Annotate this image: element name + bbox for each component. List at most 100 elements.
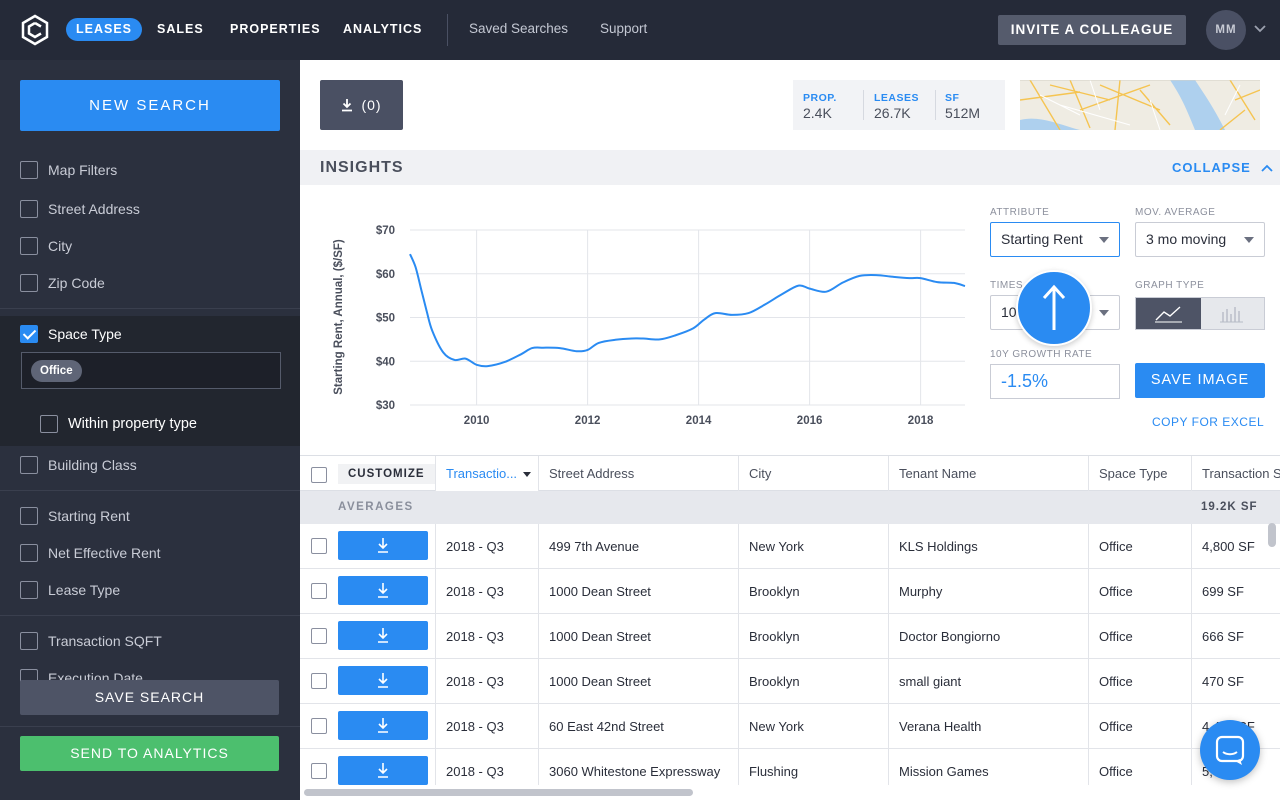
table-row[interactable]: 2018 - Q3 499 7th Avenue New York KLS Holdi… xyxy=(300,524,1280,569)
cell-quarter: 2018 - Q3 xyxy=(435,614,539,659)
stat-value: 26.7K xyxy=(874,105,911,121)
copy-for-excel-link[interactable]: COPY FOR EXCEL xyxy=(1152,415,1265,429)
filter-label: Within property type xyxy=(68,416,197,432)
graph-type-toggle xyxy=(1135,297,1265,330)
customize-columns-button[interactable]: CUSTOMIZE xyxy=(338,464,435,484)
vertical-scrollbar[interactable] xyxy=(1268,523,1276,547)
checkbox[interactable] xyxy=(20,507,38,525)
checkbox[interactable] xyxy=(20,581,38,599)
nav-tab-sales[interactable]: SALES xyxy=(157,22,204,36)
column-header-transaction-quarter[interactable]: Transactio... xyxy=(435,456,539,491)
row-download-button[interactable] xyxy=(338,666,428,695)
cell-transaction-sqft: 5, xyxy=(1191,749,1280,785)
nav-tab-leases[interactable]: LEASES xyxy=(66,18,143,41)
horizontal-scrollbar[interactable] xyxy=(300,785,1280,800)
table-row[interactable]: 2018 - Q3 1000 Dean Street Brooklyn Doctor … xyxy=(300,614,1280,659)
nav-link-support[interactable]: Support xyxy=(600,21,648,36)
map-thumbnail xyxy=(1020,80,1260,130)
nav-tab-analytics[interactable]: ANALYTICS xyxy=(343,22,423,36)
filter-space-type[interactable]: Space Type xyxy=(20,324,122,344)
scroll-to-top-button[interactable] xyxy=(1016,270,1092,346)
filter-city[interactable]: City xyxy=(20,236,72,256)
download-icon xyxy=(342,99,353,112)
table-row[interactable]: 2018 - Q3 1000 Dean Street Brooklyn Murphy O… xyxy=(300,569,1280,614)
filter-starting-rent[interactable]: Starting Rent xyxy=(20,506,130,526)
download-icon xyxy=(378,628,388,643)
checkbox[interactable] xyxy=(20,237,38,255)
bar-chart-icon[interactable] xyxy=(1201,298,1265,329)
attribute-select[interactable]: Starting Rent xyxy=(990,222,1120,257)
x-tick-label: 2016 xyxy=(797,415,823,427)
download-button[interactable]: (0) xyxy=(320,80,403,130)
horizontal-scrollbar-thumb[interactable] xyxy=(304,789,693,796)
row-download-button[interactable] xyxy=(338,756,428,785)
checkbox[interactable] xyxy=(20,200,38,218)
stat-leases: LEASES 26.7K xyxy=(864,80,919,130)
row-download-button[interactable] xyxy=(338,531,428,560)
filter-within-property-type[interactable]: Within property type xyxy=(40,414,197,434)
row-checkbox[interactable] xyxy=(311,628,327,644)
checkbox[interactable] xyxy=(20,632,38,650)
line-chart-icon xyxy=(1155,306,1182,323)
tag-office[interactable]: Office xyxy=(31,360,82,382)
save-image-button[interactable]: SAVE IMAGE xyxy=(1135,363,1265,398)
checkbox[interactable] xyxy=(20,456,38,474)
column-header-space-type[interactable]: Space Type xyxy=(1088,456,1191,491)
cell-space-type: Office xyxy=(1088,614,1191,659)
row-checkbox[interactable] xyxy=(311,763,327,779)
checkbox[interactable] xyxy=(20,161,38,179)
filter-building-class[interactable]: Building Class xyxy=(20,455,137,475)
select-all-checkbox[interactable] xyxy=(311,467,327,483)
column-header-street-address[interactable]: Street Address xyxy=(538,456,738,491)
chat-icon xyxy=(1215,735,1245,765)
cell-city: New York xyxy=(738,524,888,569)
filter-sidebar: NEW SEARCH Map Filters Street Address Ci… xyxy=(0,60,300,800)
mov-average-value: 3 mo moving xyxy=(1146,231,1227,247)
row-download-button[interactable] xyxy=(338,711,428,740)
top-nav: LEASES SALES PROPERTIES ANALYTICS Saved … xyxy=(0,0,1280,60)
table-row[interactable]: 2018 - Q3 1000 Dean Street Brooklyn small g… xyxy=(300,659,1280,704)
filter-lease-type[interactable]: Lease Type xyxy=(20,580,120,600)
checkbox[interactable] xyxy=(20,274,38,292)
row-download-button[interactable] xyxy=(338,621,428,650)
invite-colleague-button[interactable]: INVITE A COLLEAGUE xyxy=(998,15,1186,45)
new-search-button[interactable]: NEW SEARCH xyxy=(20,80,280,131)
nav-link-saved-searches[interactable]: Saved Searches xyxy=(469,21,569,36)
send-to-analytics-button[interactable]: SEND TO ANALYTICS xyxy=(20,736,279,771)
chevron-up-icon xyxy=(1261,164,1274,172)
filter-transaction-sqft[interactable]: Transaction SQFT xyxy=(20,631,162,651)
filter-street-address[interactable]: Street Address xyxy=(20,199,140,219)
download-icon xyxy=(378,718,388,733)
compstak-logo[interactable] xyxy=(20,14,50,46)
row-checkbox[interactable] xyxy=(311,673,327,689)
stat-divider xyxy=(863,90,864,120)
checkbox[interactable] xyxy=(40,415,58,433)
graph-type-line-button[interactable] xyxy=(1136,298,1201,329)
filter-map-filters[interactable]: Map Filters xyxy=(20,160,117,180)
column-header-tenant-name[interactable]: Tenant Name xyxy=(888,456,1088,491)
row-download-button[interactable] xyxy=(338,576,428,605)
filter-label: Space Type xyxy=(48,326,122,342)
save-search-button[interactable]: SAVE SEARCH xyxy=(20,680,279,715)
filter-zip-code[interactable]: Zip Code xyxy=(20,273,105,293)
chat-support-button[interactable] xyxy=(1200,720,1260,780)
chevron-down-icon[interactable] xyxy=(1253,22,1267,36)
row-checkbox[interactable] xyxy=(311,718,327,734)
mini-map[interactable] xyxy=(1020,80,1260,130)
sidebar-divider xyxy=(0,615,300,616)
checkbox-checked[interactable] xyxy=(20,325,38,343)
avatar[interactable]: MM xyxy=(1206,10,1246,50)
row-checkbox[interactable] xyxy=(311,583,327,599)
insights-title: INSIGHTS xyxy=(320,159,404,176)
column-header-transaction-sqft[interactable]: Transaction S xyxy=(1191,456,1280,491)
filter-net-effective-rent[interactable]: Net Effective Rent xyxy=(20,543,161,563)
nav-tab-properties[interactable]: PROPERTIES xyxy=(230,22,321,36)
space-type-tag-input[interactable]: Office xyxy=(21,352,281,389)
table-row[interactable]: 2018 - Q3 3060 Whitestone Expressway Flush… xyxy=(300,749,1280,785)
mov-average-select[interactable]: 3 mo moving xyxy=(1135,222,1265,257)
column-header-city[interactable]: City xyxy=(738,456,888,491)
row-checkbox[interactable] xyxy=(311,538,327,554)
table-row[interactable]: 2018 - Q3 60 East 42nd Street New York Vera… xyxy=(300,704,1280,749)
collapse-button[interactable]: COLLAPSE xyxy=(1172,160,1274,175)
checkbox[interactable] xyxy=(20,544,38,562)
